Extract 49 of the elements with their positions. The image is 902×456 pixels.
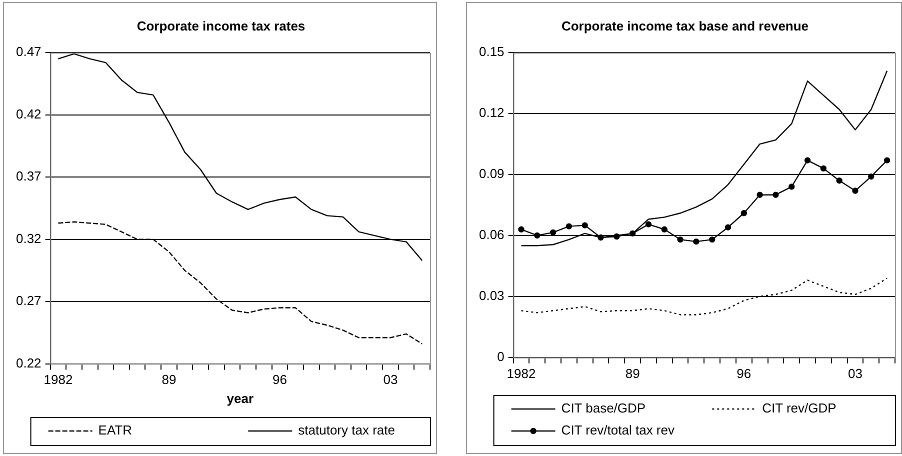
point [661,226,668,232]
point [756,192,763,198]
y-tick-label: 0.27 [16,293,42,308]
point [582,222,588,228]
point [820,165,827,172]
point [724,224,732,230]
y-tick-label: 0.15 [478,44,504,60]
x-tick-label: 89 [162,372,176,388]
y-tick-label: 0 [497,348,504,364]
point [534,232,540,239]
point [804,157,811,164]
point [772,192,779,198]
y-tick-label: 0.32 [16,230,42,246]
point [518,226,524,232]
legend-label: EATR [98,422,132,438]
x-tick-label: 1982 [44,372,73,388]
legend-label: CIT rev/GDP [762,400,836,416]
y-tick-label: 0.06 [478,227,504,242]
y-tick-label: 0.12 [478,105,504,120]
point [709,236,716,243]
y-tick-label: 0.47 [16,44,42,60]
point [788,184,795,190]
x-tick-label: 03 [383,372,398,388]
legend-label: CIT base/GDP [561,400,646,416]
point [836,178,842,184]
chart-title: Corporate income tax base and revenue [561,18,809,34]
y-tick-label: 0.37 [16,168,42,184]
x-tick-label: 96 [736,366,752,381]
y-tick-label: 0.09 [478,166,504,182]
chart-title: Corporate income tax rates [136,18,306,34]
point [550,229,556,236]
x-tick-label: 1982 [506,366,536,381]
legend-label: statutory tax rate [298,422,395,438]
point [566,223,572,230]
legend-label: CIT rev/total tax rev [561,422,675,438]
x-axis-title: year [226,390,254,406]
point [884,157,890,164]
point [852,188,858,194]
y-tick-label: 0.03 [478,288,504,304]
point [677,236,684,243]
x-tick-label: 96 [272,372,287,388]
y-tick-label: 0.22 [16,355,42,370]
point [693,238,700,245]
y-tick-label: 0.42 [16,106,42,122]
point [740,210,748,216]
x-tick-label: 03 [848,366,862,381]
point [868,173,874,180]
x-tick-label: 89 [625,366,640,381]
point [645,221,652,228]
